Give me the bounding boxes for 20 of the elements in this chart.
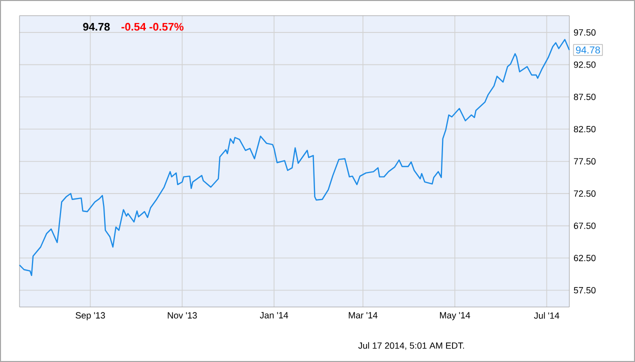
y-tick-label: 97.50 — [574, 29, 596, 36]
y-tick-label: 92.50 — [574, 62, 596, 68]
y-tick-label: 72.50 — [574, 190, 596, 197]
text: Jul 17 2014, 5:01 AM EDT. — [358, 342, 464, 350]
y-tick-label: 77.50 — [574, 158, 596, 165]
y-tick-label: 67.50 — [574, 222, 596, 229]
x-tick-label: Jul '14 — [534, 312, 560, 319]
text: -0.54 -0.57% — [122, 22, 184, 31]
annotation: 94.78 — [576, 46, 600, 54]
x-tick-label: Nov '13 — [168, 312, 197, 319]
x-tick-label: Mar '14 — [348, 312, 378, 318]
y-tick-label: 57.50 — [574, 287, 596, 294]
x-tick-label: Sep '13 — [76, 312, 105, 320]
line-series — [18, 38, 570, 276]
x-tick-label: May '14 — [440, 312, 470, 320]
y-tick-label: 87.50 — [574, 94, 596, 100]
y-tick-label: 82.50 — [574, 126, 596, 132]
text: 94.78 — [83, 22, 110, 31]
x-tick-label: Jan '14 — [260, 312, 288, 318]
y-tick-label: 62.50 — [574, 254, 596, 262]
